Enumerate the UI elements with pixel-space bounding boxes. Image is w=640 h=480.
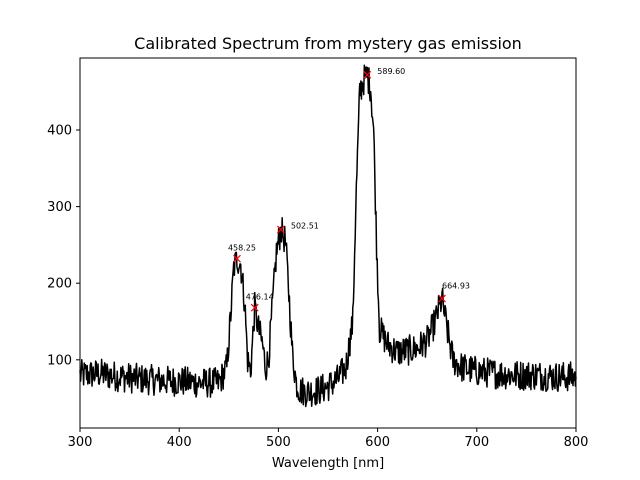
peak-markers: 458.25 476.14 502.51 589.60 664.93 — [228, 67, 470, 312]
x-axis: 300 400 500 600 700 800 — [68, 428, 589, 450]
peak-label: 664.93 — [442, 282, 470, 291]
peak-marker — [438, 294, 446, 303]
x-tick-label: 600 — [365, 435, 390, 450]
peak-label: 502.51 — [291, 222, 319, 231]
x-tick-label: 300 — [68, 435, 93, 450]
y-tick-label: 100 — [47, 353, 72, 368]
spectrum-line — [79, 64, 577, 408]
y-tick-label: 200 — [47, 277, 72, 292]
y-tick-label: 400 — [47, 124, 72, 139]
peak-marker — [276, 225, 285, 234]
peak-label: 458.25 — [228, 244, 256, 253]
peak-marker — [250, 303, 259, 312]
plot-frame — [79, 57, 577, 429]
x-tick-label: 800 — [564, 435, 589, 450]
x-tick-label: 700 — [464, 435, 489, 450]
peak-marker — [363, 70, 372, 79]
y-axis: 100 200 300 400 — [47, 124, 80, 368]
peak-marker — [233, 254, 241, 263]
chart-title: Calibrated Spectrum from mystery gas emi… — [134, 34, 522, 53]
x-tick-label: 500 — [266, 435, 291, 450]
y-tick-label: 300 — [47, 200, 72, 215]
peak-label: 589.60 — [377, 67, 405, 76]
x-axis-label: Wavelength [nm] — [272, 456, 384, 471]
x-tick-label: 400 — [167, 435, 192, 450]
peak-label: 476.14 — [246, 293, 274, 302]
plot-area — [79, 64, 577, 408]
